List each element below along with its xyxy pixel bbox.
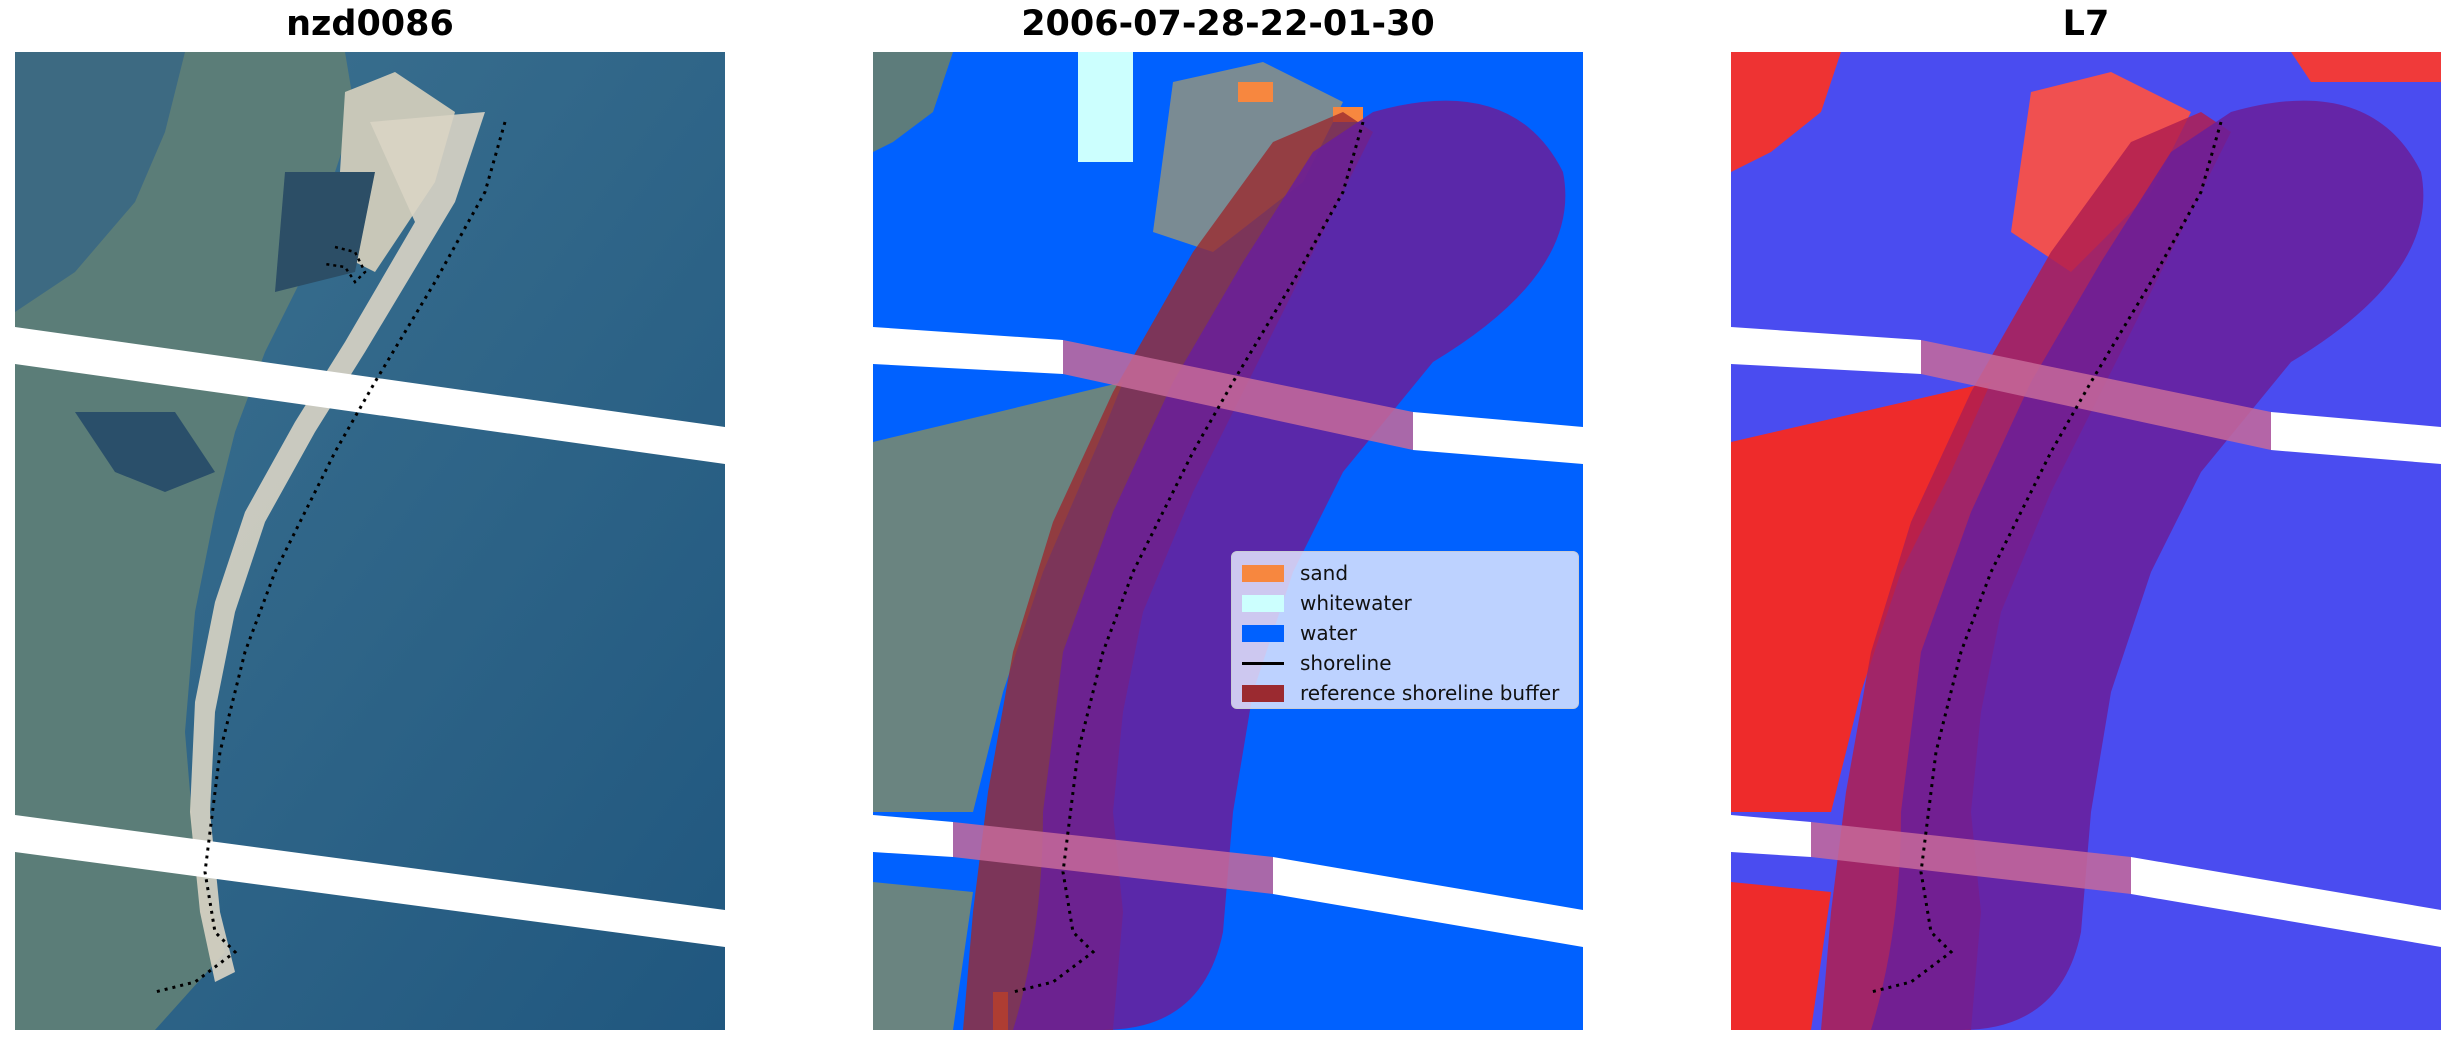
- buffer-overlay: [1871, 100, 2424, 1030]
- legend-item-sand: sand: [1242, 558, 1568, 588]
- legend-label: whitewater: [1300, 591, 1412, 615]
- sand-swatch: [1242, 564, 1284, 582]
- index-panel: [1731, 52, 2441, 1030]
- legend-item-whitewater: whitewater: [1242, 588, 1568, 618]
- sand-patch: [1238, 82, 1273, 102]
- whitewater-swatch: [1242, 594, 1284, 612]
- legend-item-water: water: [1242, 618, 1568, 648]
- water-swatch: [1242, 624, 1284, 642]
- legend: sand whitewater water shoreline referenc…: [1231, 551, 1579, 709]
- rgb-image-panel: [15, 52, 725, 1030]
- land-area: [15, 52, 355, 1030]
- nodata-stripe-upper: [15, 327, 725, 464]
- panel-title-index: L7: [2062, 4, 2110, 44]
- legend-label: shoreline: [1300, 651, 1392, 675]
- whitewater-patch: [1078, 52, 1133, 162]
- legend-label: water: [1300, 621, 1357, 645]
- legend-label: reference shoreline buffer: [1300, 681, 1560, 705]
- shoreline-swatch: [1242, 661, 1284, 665]
- buffer-swatch: [1242, 684, 1284, 702]
- legend-item-buffer: reference shoreline buffer: [1242, 678, 1568, 708]
- legend-label: sand: [1300, 561, 1349, 585]
- panel-title-rgb: nzd0086: [286, 4, 454, 44]
- legend-item-shoreline: shoreline: [1242, 648, 1568, 678]
- classification-panel: [873, 52, 1583, 1030]
- nodata-stripe-lower: [15, 815, 725, 947]
- land-area: [873, 382, 1123, 812]
- beach-strip: [190, 112, 485, 982]
- panel-title-classification: 2006-07-28-22-01-30: [1021, 4, 1435, 44]
